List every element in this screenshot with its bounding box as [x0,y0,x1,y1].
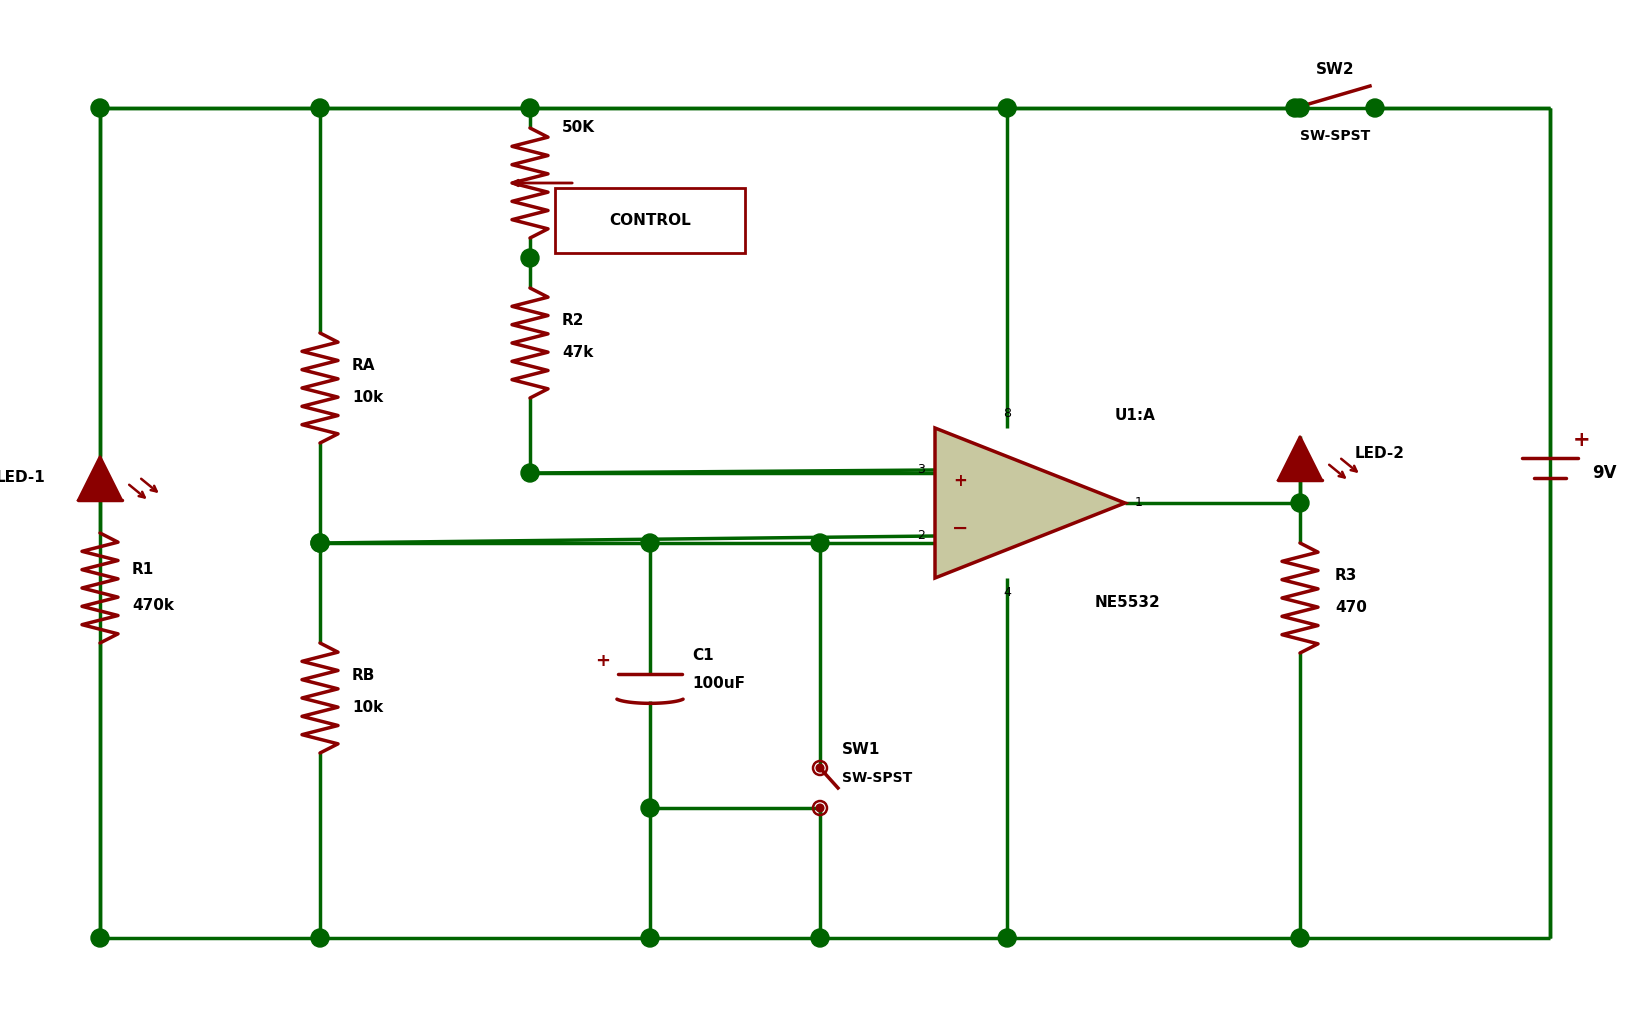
Circle shape [811,929,829,947]
Text: 2: 2 [918,529,925,543]
Circle shape [311,99,330,117]
Text: CONTROL: CONTROL [610,213,691,228]
Circle shape [521,249,539,267]
Circle shape [311,929,330,947]
Text: SW-SPST: SW-SPST [1300,129,1369,143]
Text: +: + [953,472,967,490]
Circle shape [1371,104,1379,112]
Text: 10k: 10k [353,391,384,405]
Circle shape [521,464,539,482]
Text: 3: 3 [918,463,925,476]
Circle shape [311,534,330,552]
Circle shape [641,799,659,817]
Circle shape [641,534,659,552]
Polygon shape [934,428,1126,578]
Circle shape [91,929,109,947]
Text: 470k: 470k [132,599,175,614]
Circle shape [1285,99,1304,117]
Text: R3: R3 [1335,568,1358,583]
Text: 1: 1 [1135,497,1142,509]
Text: +: + [1574,430,1590,450]
Circle shape [816,765,824,772]
Text: RA: RA [353,358,376,374]
Text: SW1: SW1 [842,742,880,757]
Text: 10k: 10k [353,700,384,716]
Text: U1:A: U1:A [1116,408,1155,423]
Text: 47k: 47k [562,345,593,360]
Text: 9V: 9V [1592,464,1617,482]
Circle shape [311,534,330,552]
Circle shape [811,534,829,552]
Text: C1: C1 [692,647,714,663]
Circle shape [999,929,1017,947]
Text: 470: 470 [1335,601,1366,616]
Text: 50K: 50K [562,120,595,135]
Circle shape [641,929,659,947]
Circle shape [816,804,824,811]
Circle shape [1290,99,1309,117]
Text: 8: 8 [1004,407,1012,420]
Text: R2: R2 [562,314,585,329]
Text: LED-1: LED-1 [0,470,44,486]
Text: SW2: SW2 [1315,62,1355,77]
Text: R1: R1 [132,563,155,577]
Text: SW-SPST: SW-SPST [842,771,913,785]
Circle shape [1290,929,1309,947]
Text: +: + [595,652,610,670]
FancyBboxPatch shape [555,188,745,253]
Text: RB: RB [353,669,376,683]
Circle shape [999,99,1017,117]
Text: 100uF: 100uF [692,676,745,690]
Polygon shape [77,456,122,500]
Circle shape [1290,104,1299,112]
Text: 4: 4 [1004,586,1012,599]
Circle shape [1290,494,1309,512]
Text: LED-2: LED-2 [1355,446,1406,460]
Circle shape [1366,99,1384,117]
Text: −: − [953,518,967,538]
Circle shape [91,99,109,117]
Polygon shape [1277,436,1322,480]
Circle shape [521,99,539,117]
Text: NE5532: NE5532 [1094,596,1160,611]
